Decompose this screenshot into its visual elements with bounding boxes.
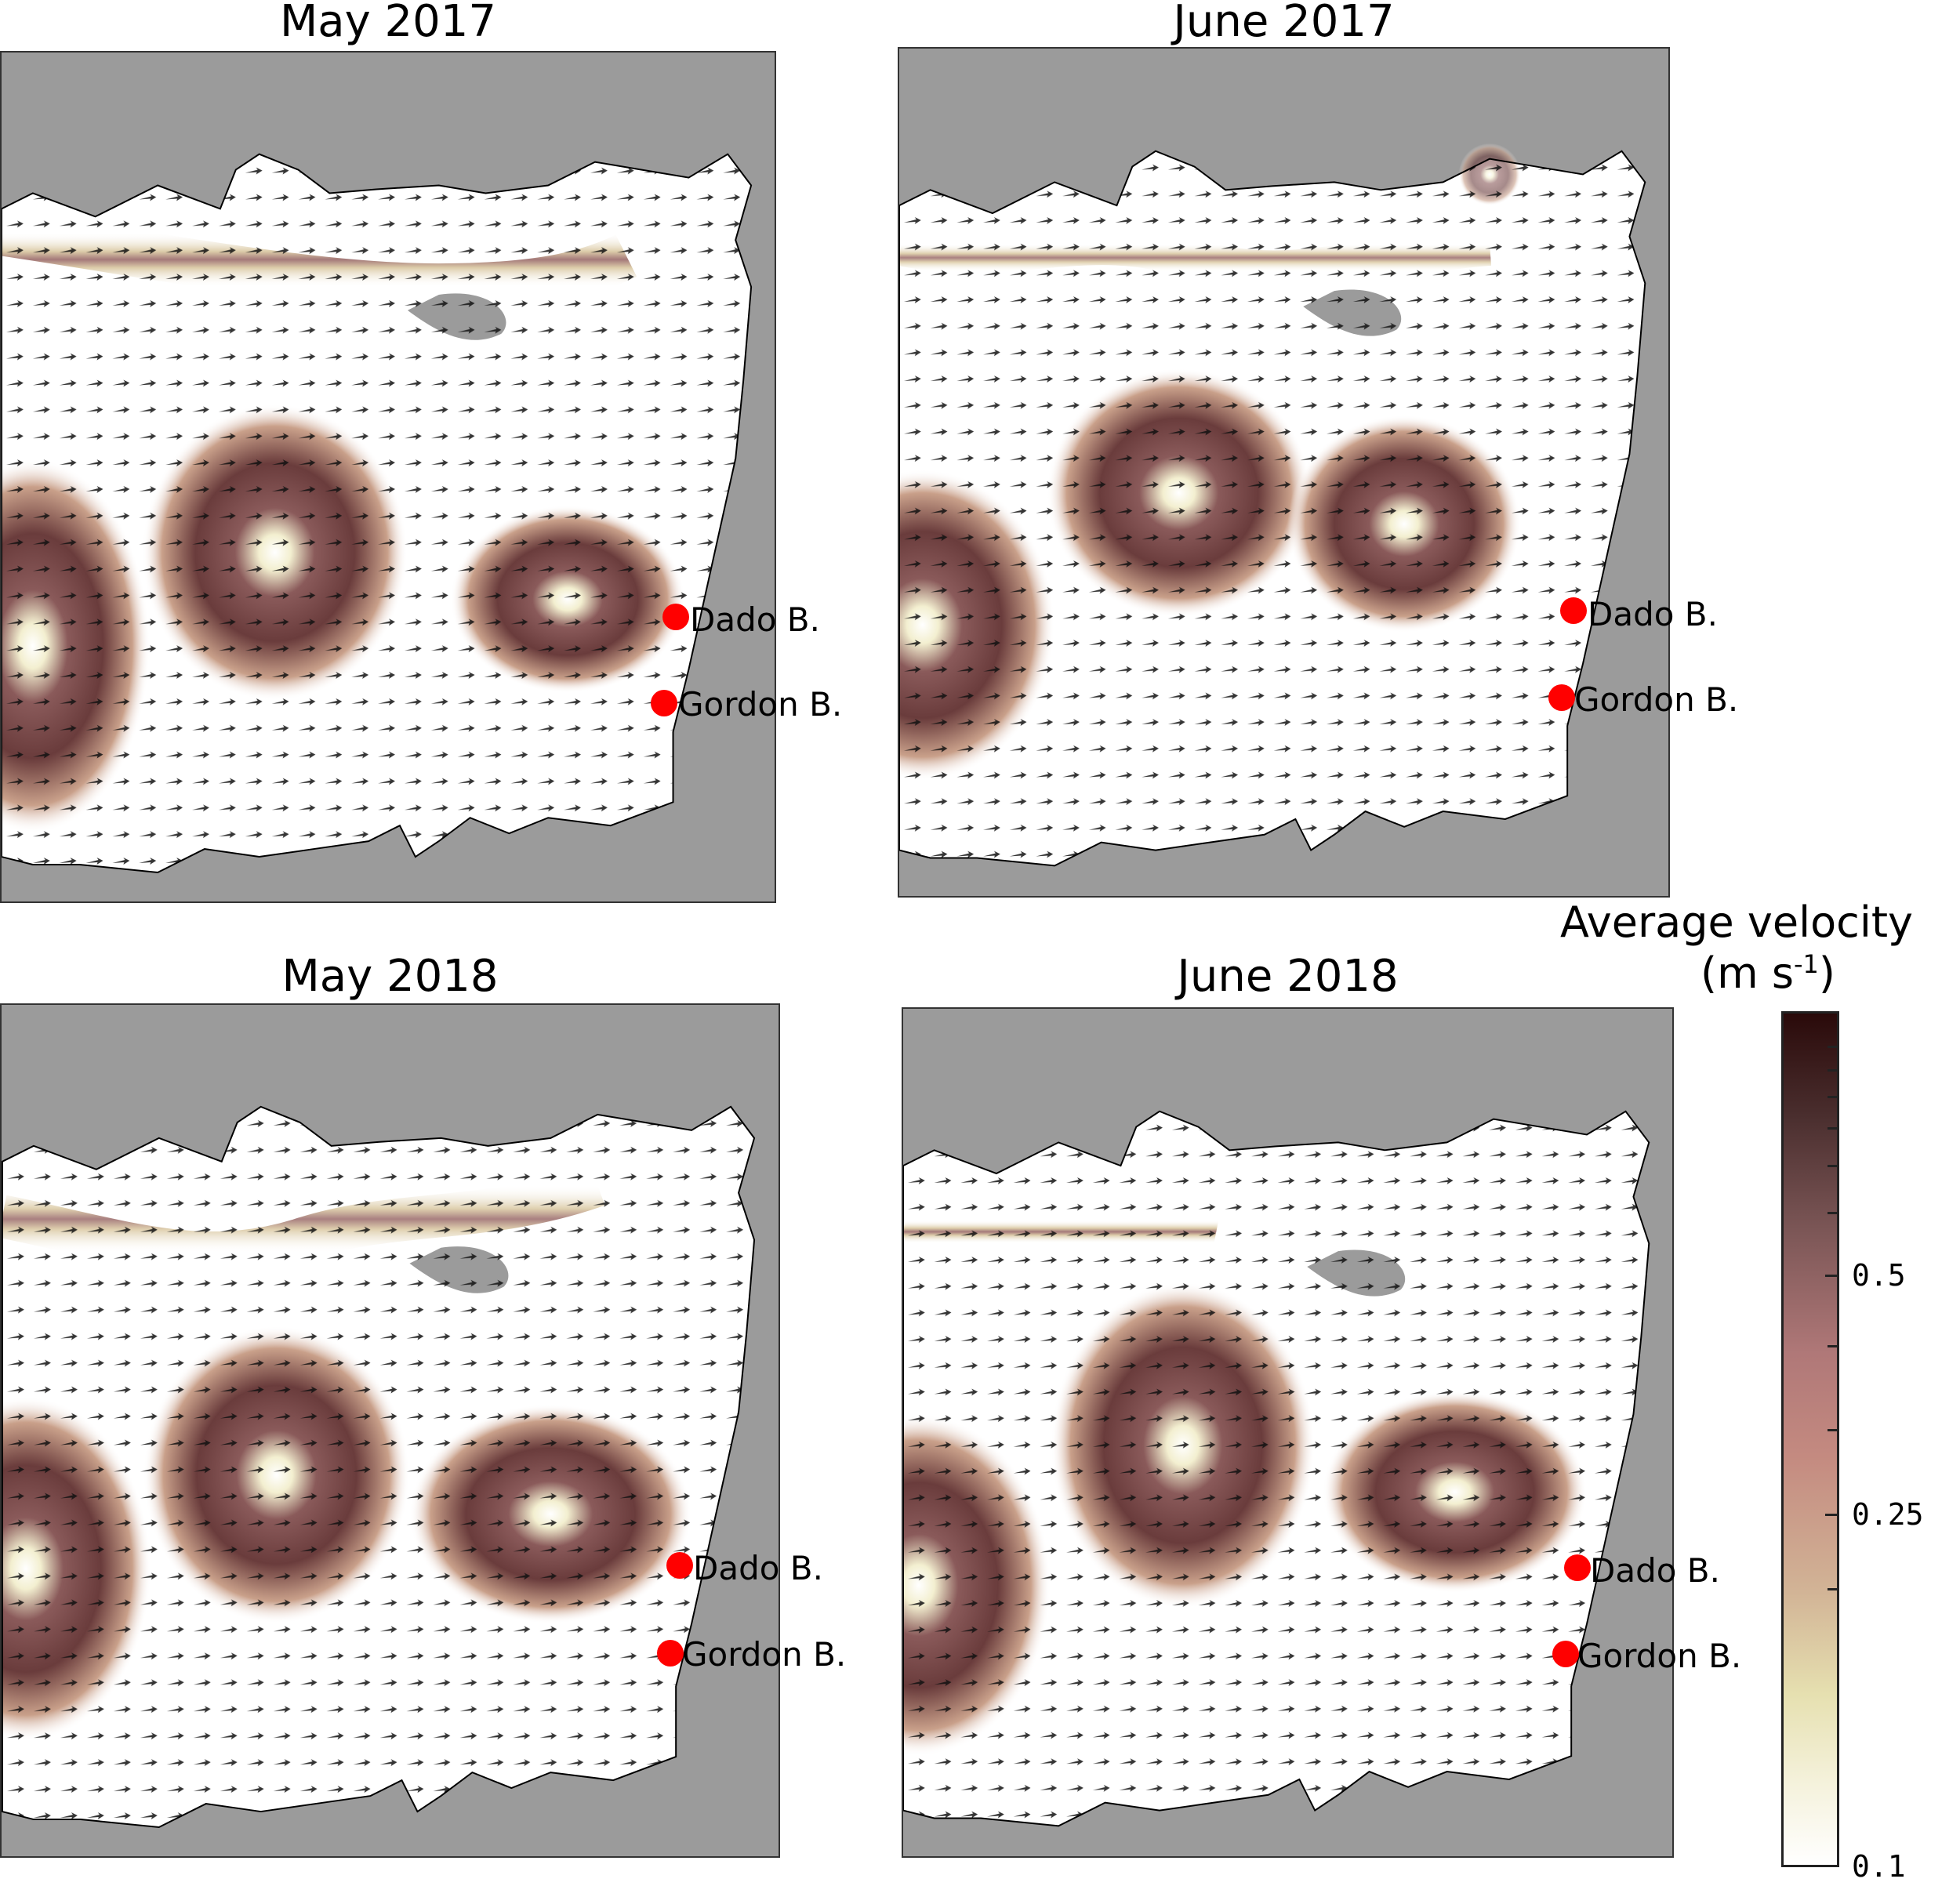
- colorbar-minor-tick: [1828, 1046, 1837, 1048]
- site-marker-dado: [662, 604, 689, 630]
- site-marker-gordon: [651, 690, 677, 716]
- site-label-dado: Dado B.: [693, 1549, 823, 1587]
- site-label-dado: Dado B.: [1588, 595, 1718, 633]
- site-label-gordon: Gordon B.: [682, 1635, 847, 1674]
- site-label-gordon: Gordon B.: [678, 685, 843, 724]
- colorbar-label-025: 0.25: [1852, 1497, 1924, 1532]
- panel-title-may-2018: May 2018: [281, 951, 499, 1002]
- site-marker-gordon: [657, 1640, 684, 1667]
- colorbar-tick-05: [1825, 1275, 1839, 1277]
- colorbar-minor-tick: [1828, 1588, 1837, 1590]
- velocity-map: [903, 1110, 1650, 1827]
- panel-title-may-2017: May 2017: [279, 0, 497, 47]
- colorbar-minor-tick: [1828, 1096, 1837, 1098]
- site-label-gordon: Gordon B.: [1574, 680, 1739, 719]
- velocity-map: [2, 1105, 756, 1829]
- colorbar-minor-tick: [1828, 1127, 1837, 1130]
- colorbar-label-01: 0.1: [1852, 1849, 1906, 1884]
- site-marker-dado: [666, 1552, 693, 1579]
- panel-title-june-2017: June 2017: [1173, 0, 1395, 47]
- map-panel-june-2017: [898, 47, 1670, 898]
- colorbar-title: Average velocity (m s-1): [1513, 898, 1960, 999]
- site-marker-dado: [1564, 1554, 1591, 1581]
- site-marker-gordon: [1548, 684, 1575, 711]
- colorbar-minor-tick: [1828, 1345, 1837, 1347]
- map-panel-may-2017: [0, 51, 776, 903]
- site-label-dado: Dado B.: [690, 600, 820, 639]
- colorbar-minor-tick: [1828, 1069, 1837, 1072]
- velocity-map: [2, 153, 753, 873]
- map-panel-may-2018: [0, 1003, 780, 1858]
- colorbar: [1781, 1011, 1839, 1867]
- site-label-gordon: Gordon B.: [1577, 1637, 1742, 1675]
- velocity-map: [899, 143, 1646, 867]
- map-panel-june-2018: [902, 1007, 1674, 1858]
- panel-title-june-2018: June 2018: [1177, 951, 1399, 1002]
- site-marker-dado: [1560, 597, 1587, 624]
- colorbar-minor-tick: [1828, 1212, 1837, 1214]
- colorbar-minor-tick: [1828, 1429, 1837, 1431]
- colorbar-units: (m s-1): [1700, 948, 1835, 998]
- site-marker-gordon: [1552, 1641, 1579, 1667]
- colorbar-minor-tick: [1828, 1165, 1837, 1167]
- site-label-dado: Dado B.: [1590, 1551, 1720, 1590]
- colorbar-tick-025: [1825, 1514, 1839, 1516]
- colorbar-label-05: 0.5: [1852, 1258, 1906, 1293]
- colorbar-title-line1: Average velocity: [1560, 898, 1913, 947]
